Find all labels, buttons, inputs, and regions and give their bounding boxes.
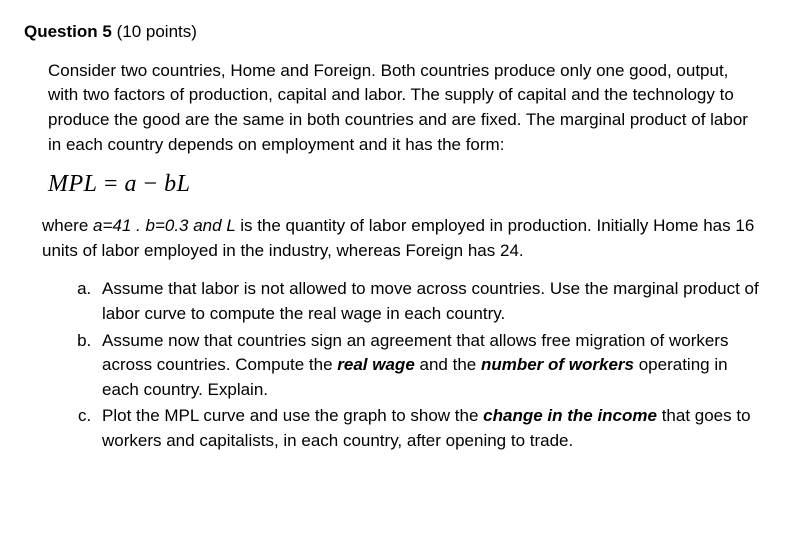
- formula-lhs: MPL: [48, 171, 98, 197]
- where-pre: where: [42, 216, 93, 235]
- part-b-em2: number of workers: [481, 355, 634, 374]
- where-L: L: [226, 216, 240, 235]
- question-number: Question 5: [24, 22, 112, 41]
- part-c-em1: change in the income: [483, 406, 657, 425]
- formula-a: a: [125, 171, 138, 197]
- part-b: Assume now that countries sign an agreem…: [96, 329, 763, 403]
- where-clause: where a=41 . b=0.3 and L is the quantity…: [42, 214, 763, 263]
- part-c: Plot the MPL curve and use the graph to …: [96, 404, 763, 453]
- part-a-text: Assume that labor is not allowed to move…: [102, 279, 759, 323]
- part-b-em1: real wage: [337, 355, 415, 374]
- question-intro: Consider two countries, Home and Foreign…: [48, 59, 763, 158]
- question-page: Question 5 (10 points) Consider two coun…: [0, 0, 793, 476]
- formula-minus: −: [137, 171, 164, 197]
- formula-L: L: [177, 171, 191, 197]
- part-c-t1: Plot the MPL curve and use the graph to …: [102, 406, 483, 425]
- question-parts: Assume that labor is not allowed to move…: [68, 277, 763, 453]
- formula-eq: =: [98, 171, 125, 197]
- question-heading: Question 5 (10 points): [24, 20, 763, 45]
- part-a: Assume that labor is not allowed to move…: [96, 277, 763, 326]
- mpl-formula: MPL = a − bL: [48, 167, 763, 202]
- formula-b: b: [164, 171, 177, 197]
- question-points: (10 points): [117, 22, 197, 41]
- part-b-t2: and the: [415, 355, 481, 374]
- where-values: a=41 . b=0.3 and: [93, 216, 226, 235]
